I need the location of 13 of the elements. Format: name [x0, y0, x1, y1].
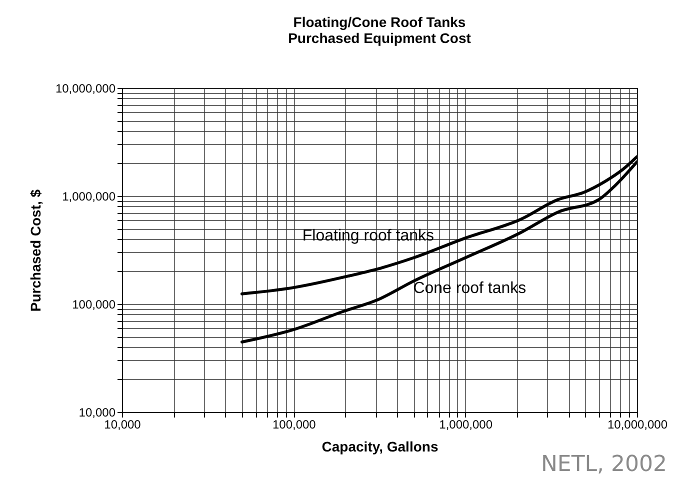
chart-title: Floating/Cone Roof Tanks: [293, 14, 466, 30]
x-axis-title: Capacity, Gallons: [322, 438, 438, 454]
y-tick-label: 10,000: [78, 406, 116, 420]
x-tick-label: 100,000: [272, 418, 316, 432]
y-tick-label: 10,000,000: [55, 82, 116, 96]
y-tick-label: 100,000: [72, 298, 116, 312]
y-axis-title: Purchased Cost, $: [27, 189, 44, 312]
x-tick-label: 10,000,000: [607, 418, 668, 432]
x-tick-label: 1,000,000: [439, 418, 493, 432]
x-tick-label: 10,000: [104, 418, 142, 432]
y-tick-label: 1,000,000: [62, 190, 116, 204]
chart-subtitle: Purchased Equipment Cost: [288, 30, 472, 46]
text: NETL, 2002: [540, 452, 667, 477]
